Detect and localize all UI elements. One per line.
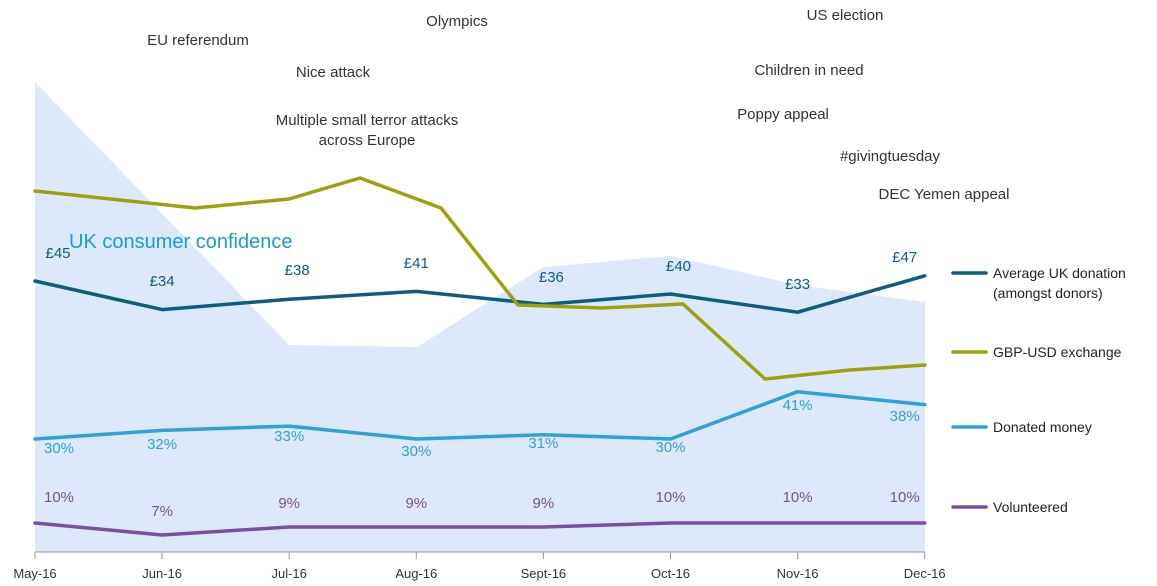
x-tick-label: Sept-16 <box>521 566 567 581</box>
data-label: 31% <box>528 435 558 452</box>
series-line-3 <box>33 521 927 537</box>
event-label: Children in need <box>754 62 863 79</box>
event-label: Nice attack <box>296 64 371 81</box>
x-tick-label: Oct-16 <box>651 566 690 581</box>
legend-label-line: Volunteered <box>993 499 1068 515</box>
legend-label-line: Donated money <box>993 419 1092 435</box>
data-label: £38 <box>285 262 310 279</box>
data-label: £40 <box>666 258 691 275</box>
event-label: Multiple small terror attacks across Euro… <box>276 112 459 149</box>
data-label: 38% <box>890 408 920 425</box>
data-label: 30% <box>44 440 74 457</box>
data-label: 9% <box>405 495 427 512</box>
legend-label: Volunteered <box>993 499 1068 515</box>
legend-label-line: GBP-USD exchange <box>993 344 1122 360</box>
event-annotations: EU referendum Olympics Nice attack Multiple… <box>147 7 1009 203</box>
series-line-0 <box>33 274 927 314</box>
confidence-area <box>35 82 925 552</box>
legend-label: GBP-USD exchange <box>993 344 1122 360</box>
series-lines <box>33 176 927 537</box>
data-label: 33% <box>274 428 304 445</box>
event-label-line: across Europe <box>319 132 416 149</box>
data-label: £41 <box>404 255 429 272</box>
x-tick-label: Dec-16 <box>904 566 946 581</box>
data-label: £34 <box>150 273 175 290</box>
event-label-line: Children in need <box>754 62 863 79</box>
x-tick-label: Jul-16 <box>271 566 306 581</box>
data-label: 10% <box>783 489 813 506</box>
data-label: £33 <box>785 276 810 293</box>
data-label: 7% <box>151 503 173 520</box>
data-label: 30% <box>655 439 685 456</box>
event-label-line: DEC Yemen appeal <box>879 186 1010 203</box>
data-label: 32% <box>147 436 177 453</box>
data-labels: £45 £34 £38 £41 £36 £40 £33 £47 30% 32% 33% 30% 31% 3… <box>44 245 920 520</box>
event-label-line: Nice attack <box>296 64 371 81</box>
event-label: EU referendum <box>147 32 249 49</box>
event-label: #givingtuesday <box>840 148 941 165</box>
data-label: 10% <box>890 489 920 506</box>
data-label: 9% <box>278 495 300 512</box>
event-label: Olympics <box>426 13 488 30</box>
data-label: £47 <box>892 249 917 266</box>
event-label-line: Multiple small terror attacks <box>276 112 459 129</box>
series-line-2 <box>33 389 927 441</box>
event-label-line: US election <box>807 7 884 24</box>
x-tick-label: Nov-16 <box>777 566 819 581</box>
data-label: £45 <box>45 245 70 262</box>
data-label: £36 <box>539 269 564 286</box>
x-tick-label: Jun-16 <box>142 566 182 581</box>
data-label: 30% <box>401 443 431 460</box>
data-label: 10% <box>44 489 74 506</box>
data-label: 41% <box>783 397 813 414</box>
legend: Average UK donation (amongst donors) GBP-U… <box>951 265 1126 515</box>
x-axis: May-16 Jun-16 Jul-16 Aug-16 Sept-16 Oct-16 Nov… <box>13 551 946 581</box>
legend-label: Average UK donation (amongst donors) <box>993 265 1126 301</box>
legend-label-line: (amongst donors) <box>993 285 1103 301</box>
data-label: 9% <box>533 495 555 512</box>
legend-label: Donated money <box>993 419 1092 435</box>
event-label-line: Olympics <box>426 13 488 30</box>
event-label-line: Poppy appeal <box>737 106 829 123</box>
series-line-1 <box>33 176 927 381</box>
event-label: US election <box>807 7 884 24</box>
confidence-label: UK consumer confidence <box>69 231 292 253</box>
x-tick-label: May-16 <box>13 566 56 581</box>
x-tick-label: Aug-16 <box>395 566 437 581</box>
event-label-line: EU referendum <box>147 32 249 49</box>
event-label: DEC Yemen appeal <box>879 186 1010 203</box>
data-label: 10% <box>655 489 685 506</box>
event-label-line: #givingtuesday <box>840 148 941 165</box>
legend-label-line: Average UK donation <box>993 265 1126 281</box>
confidence-area-layer: UK consumer confidence <box>35 82 925 552</box>
event-label: Poppy appeal <box>737 106 829 123</box>
